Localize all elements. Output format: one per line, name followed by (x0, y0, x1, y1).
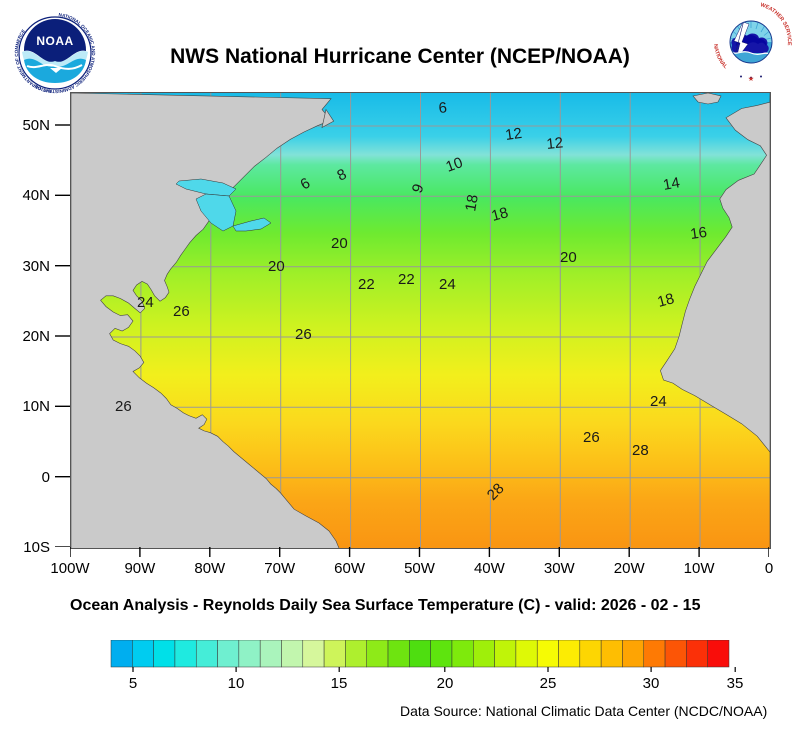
svg-text:16: 16 (689, 224, 708, 243)
svg-text:12: 12 (504, 125, 523, 144)
svg-text:20: 20 (331, 235, 348, 252)
svg-text:26: 26 (115, 398, 132, 415)
svg-text:24: 24 (439, 276, 456, 293)
svg-text:20: 20 (560, 249, 577, 266)
svg-text:22: 22 (398, 271, 415, 288)
svg-text:24: 24 (650, 393, 667, 410)
svg-text:24: 24 (137, 294, 154, 311)
svg-text:22: 22 (358, 276, 375, 293)
svg-text:NATIONAL: NATIONAL (712, 44, 729, 71)
svg-text:28: 28 (632, 442, 649, 459)
svg-text:26: 26 (295, 326, 312, 343)
svg-text:★: ★ (748, 75, 754, 83)
svg-text:18: 18 (462, 193, 482, 212)
svg-text:14: 14 (662, 174, 681, 194)
svg-text:26: 26 (173, 303, 190, 320)
svg-text:26: 26 (583, 429, 600, 446)
svg-text:20: 20 (268, 258, 285, 275)
svg-text:NOAA: NOAA (36, 34, 73, 48)
svg-text:6: 6 (438, 99, 448, 117)
svg-text:12: 12 (546, 134, 564, 153)
